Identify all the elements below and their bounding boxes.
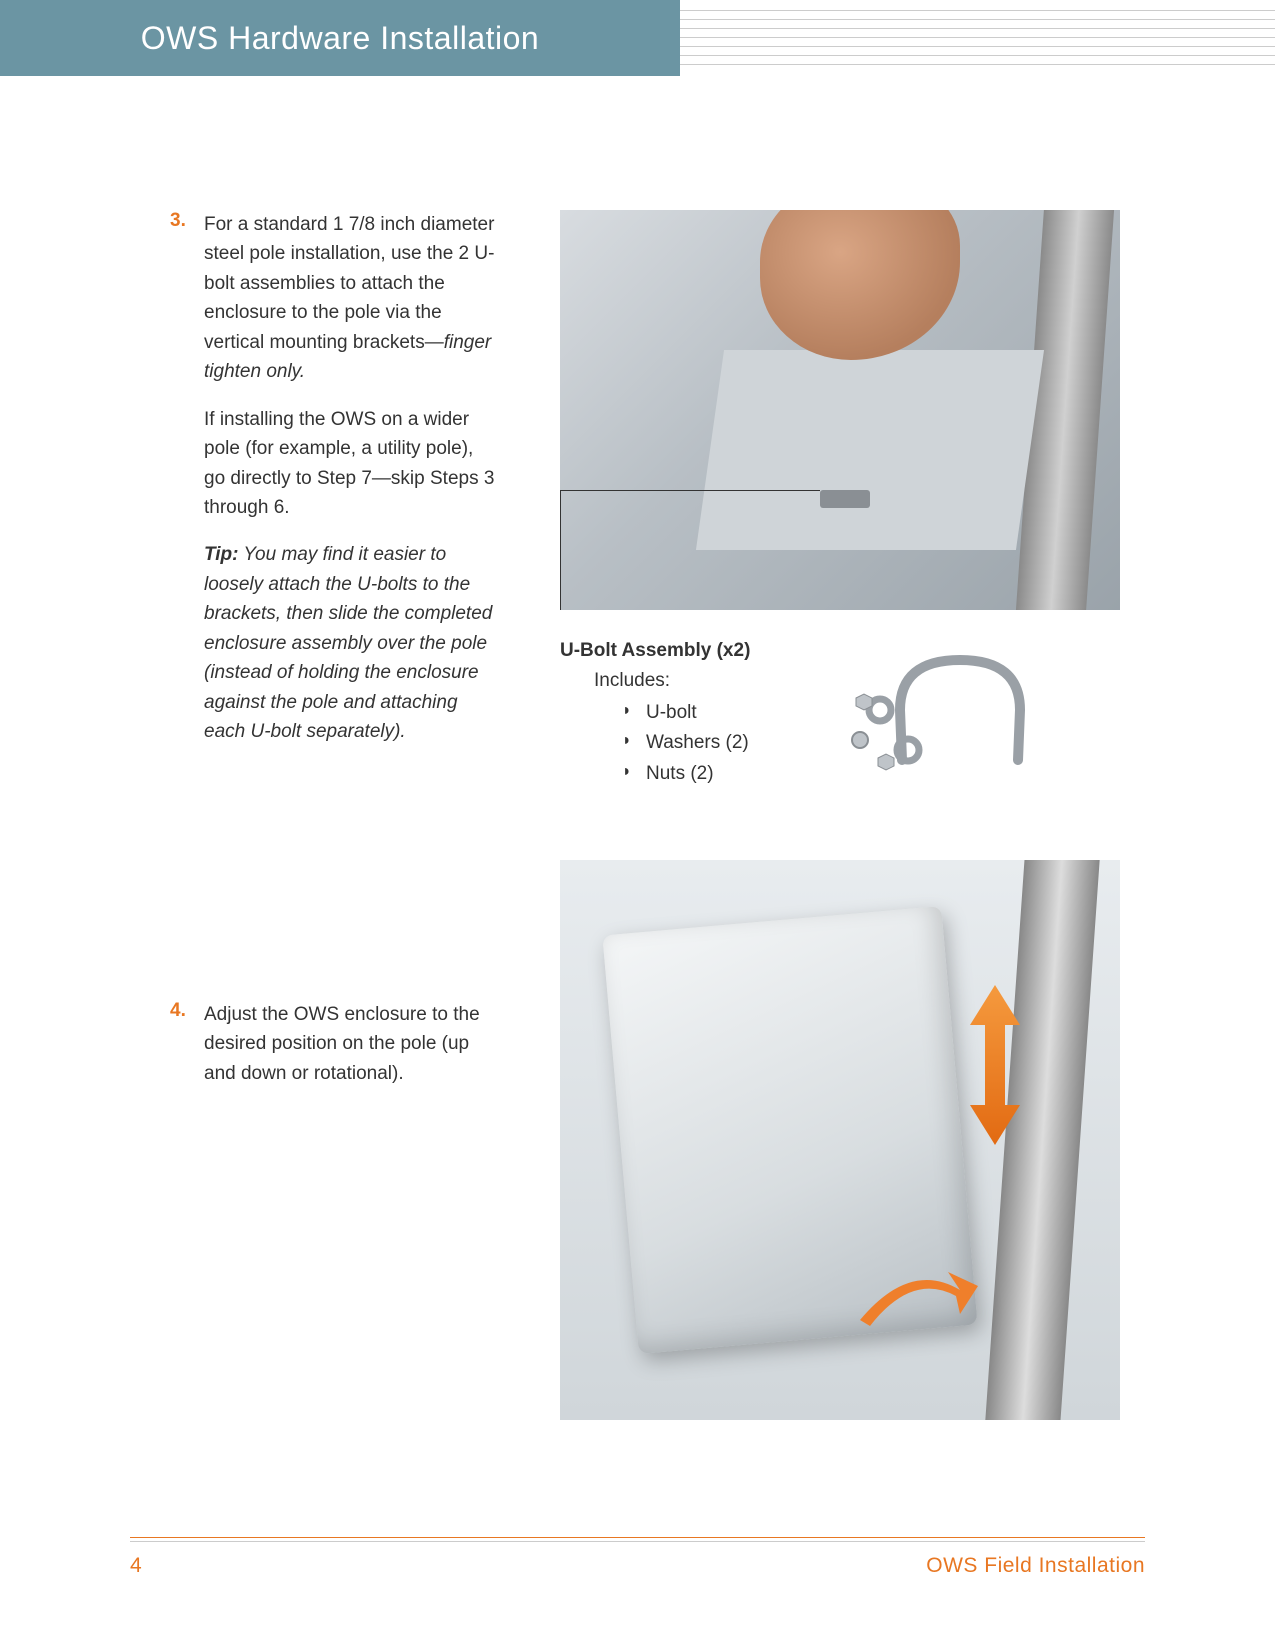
step-4-block: 4. Adjust the OWS enclosure to the desir… — [170, 1000, 499, 1118]
enclosure-adjust-photo — [560, 860, 1120, 1420]
header-rule-group — [680, 10, 1275, 68]
step-body: For a standard 1 7/8 inch diameter steel… — [204, 210, 499, 764]
footer-rule-accent — [130, 1537, 1145, 1538]
step-number: 3. — [170, 210, 204, 764]
ubolt-parts-illustration — [840, 640, 1080, 780]
step-body: Adjust the OWS enclosure to the desired … — [204, 1000, 499, 1106]
step3-para1: For a standard 1 7/8 inch diameter steel… — [204, 210, 499, 387]
footer-rule-gray — [130, 1541, 1145, 1542]
footer-doc-title: OWS Field Installation — [926, 1554, 1145, 1578]
step4-para1: Adjust the OWS enclosure to the desired … — [204, 1000, 499, 1088]
page-number: 4 — [130, 1554, 142, 1578]
ubolt-install-photo — [560, 210, 1120, 610]
step3-para2: If installing the OWS on a wider pole (f… — [204, 405, 499, 523]
rotational-arrow-icon — [840, 1240, 980, 1350]
header-bar: OWS Hardware Installation — [0, 0, 680, 76]
figure-1-area — [560, 210, 1140, 610]
step-number: 4. — [170, 1000, 204, 1106]
callout-leader-line — [560, 490, 820, 491]
step3-tip: Tip: You may find it easier to loosely a… — [204, 540, 499, 746]
page-header-title: OWS Hardware Installation — [141, 20, 539, 57]
vertical-arrow-icon — [960, 980, 1030, 1150]
